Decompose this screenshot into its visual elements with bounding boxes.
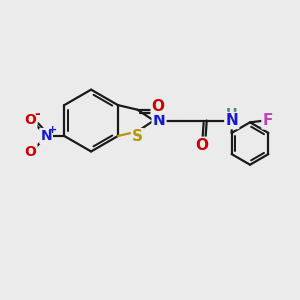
Text: N: N	[40, 129, 52, 143]
Text: N: N	[225, 113, 238, 128]
Text: N: N	[153, 113, 165, 128]
Text: F: F	[262, 113, 273, 128]
Text: +: +	[48, 124, 57, 134]
Text: -: -	[34, 107, 40, 121]
Text: S: S	[132, 129, 143, 144]
Text: O: O	[195, 138, 208, 153]
Text: O: O	[152, 99, 165, 114]
Text: O: O	[25, 145, 36, 159]
Text: O: O	[25, 113, 36, 127]
Text: H: H	[226, 107, 238, 121]
